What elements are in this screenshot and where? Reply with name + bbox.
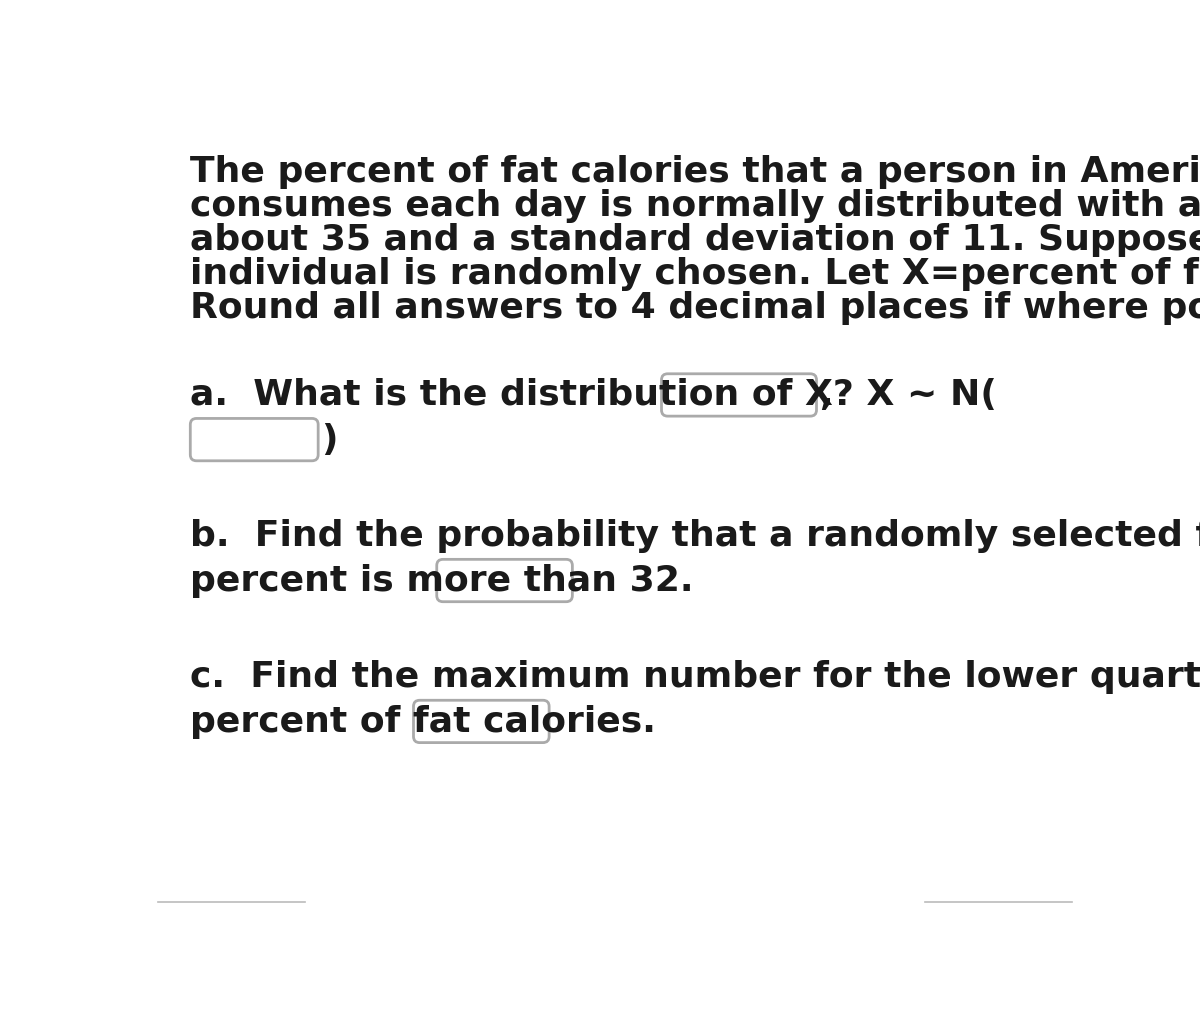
Text: The percent of fat calories that a person in America: The percent of fat calories that a perso… — [191, 155, 1200, 189]
FancyBboxPatch shape — [437, 560, 572, 602]
Text: about 35 and a standard deviation of 11. Suppose that one: about 35 and a standard deviation of 11.… — [191, 223, 1200, 257]
Text: ): ) — [322, 424, 337, 457]
Text: ,: , — [820, 379, 833, 412]
Text: Round all answers to 4 decimal places if where possible: Round all answers to 4 decimal places if… — [191, 291, 1200, 324]
FancyBboxPatch shape — [661, 373, 816, 416]
Text: c.  Find the maximum number for the lower quarter of: c. Find the maximum number for the lower… — [191, 660, 1200, 695]
Text: consumes each day is normally distributed with a mean of: consumes each day is normally distribute… — [191, 189, 1200, 223]
Text: individual is randomly chosen. Let X=percent of fat calories.: individual is randomly chosen. Let X=per… — [191, 257, 1200, 291]
FancyBboxPatch shape — [191, 418, 318, 460]
Text: percent is more than 32.: percent is more than 32. — [191, 564, 694, 598]
Text: percent of fat calories.: percent of fat calories. — [191, 705, 656, 739]
Text: b.  Find the probability that a randomly selected fat calorie: b. Find the probability that a randomly … — [191, 520, 1200, 553]
Text: a.  What is the distribution of X? X ~ N(: a. What is the distribution of X? X ~ N( — [191, 379, 997, 412]
FancyBboxPatch shape — [414, 701, 550, 743]
